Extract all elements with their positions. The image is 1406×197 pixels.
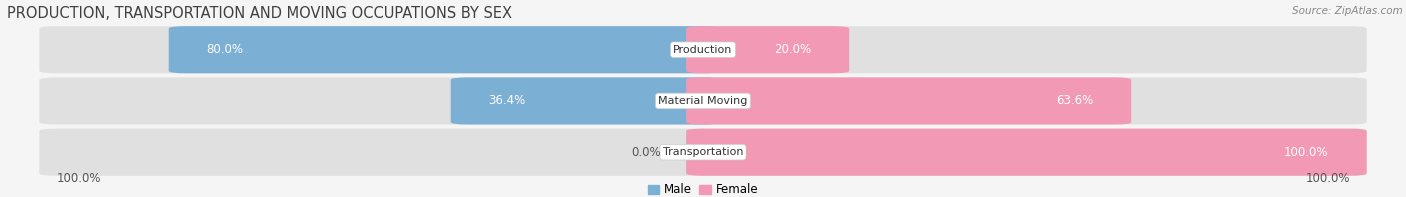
FancyBboxPatch shape [686,129,1367,176]
FancyBboxPatch shape [686,77,1132,125]
FancyBboxPatch shape [451,77,720,125]
Text: 36.4%: 36.4% [489,95,526,107]
Text: 80.0%: 80.0% [207,43,243,56]
Text: 20.0%: 20.0% [775,43,811,56]
Text: PRODUCTION, TRANSPORTATION AND MOVING OCCUPATIONS BY SEX: PRODUCTION, TRANSPORTATION AND MOVING OC… [7,6,512,21]
Text: 100.0%: 100.0% [1305,172,1350,185]
Text: Material Moving: Material Moving [658,96,748,106]
Text: Source: ZipAtlas.com: Source: ZipAtlas.com [1292,6,1403,16]
Text: Transportation: Transportation [662,147,744,157]
FancyBboxPatch shape [39,26,1367,73]
Text: 100.0%: 100.0% [1284,146,1329,159]
FancyBboxPatch shape [686,26,849,73]
FancyBboxPatch shape [39,77,1367,125]
Legend: Male, Female: Male, Female [643,178,763,197]
Text: 100.0%: 100.0% [56,172,101,185]
Text: 63.6%: 63.6% [1056,95,1094,107]
Text: 0.0%: 0.0% [631,146,661,159]
FancyBboxPatch shape [39,129,1367,176]
FancyBboxPatch shape [169,26,720,73]
Text: Production: Production [673,45,733,55]
